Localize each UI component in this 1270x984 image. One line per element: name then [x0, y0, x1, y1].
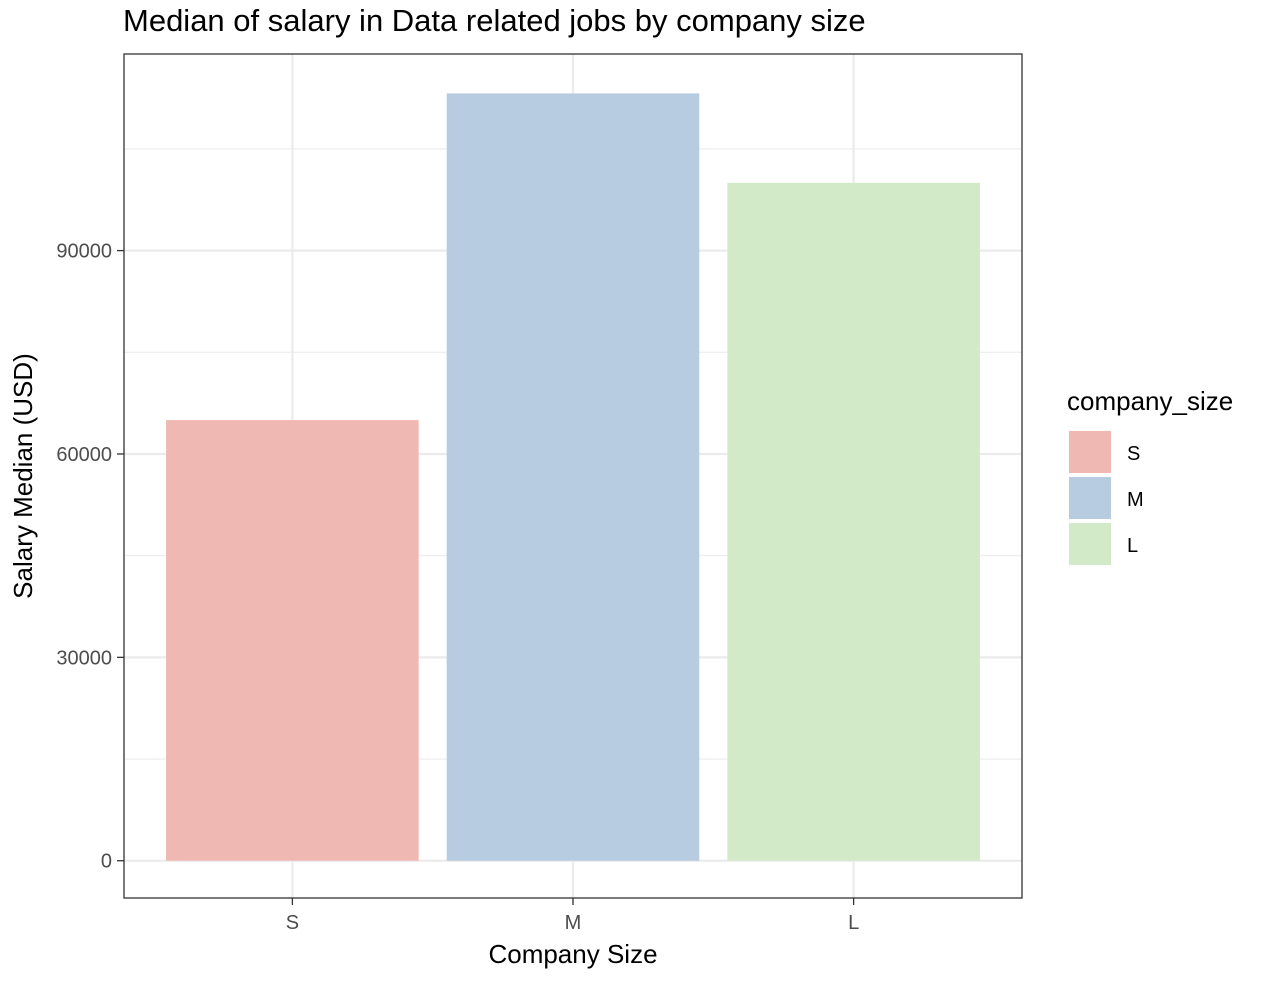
legend-label: M: [1127, 489, 1144, 511]
legend-swatch: [1069, 431, 1111, 473]
x-tick-label: L: [848, 912, 859, 934]
y-tick-label: 90000: [56, 241, 112, 263]
bar-s: [166, 420, 419, 861]
legend-label: S: [1127, 443, 1140, 465]
chart-title: Median of salary in Data related jobs by…: [123, 3, 866, 38]
x-tick-label: S: [286, 912, 299, 934]
y-axis-title: Salary Median (USD): [8, 353, 38, 599]
x-tick-label: M: [565, 912, 582, 934]
y-tick-label: 60000: [56, 444, 112, 466]
legend-items: S M L: [1069, 431, 1144, 565]
legend-title: company_size: [1067, 386, 1233, 416]
y-tick-label: 30000: [56, 647, 112, 669]
legend-swatch: [1069, 477, 1111, 519]
bar-m: [446, 93, 700, 861]
legend-swatch: [1069, 523, 1111, 565]
bars: [166, 93, 980, 861]
y-axis: 0 30000 60000 90000: [56, 241, 124, 873]
x-axis-title: Company Size: [488, 939, 657, 969]
bar-l: [727, 182, 980, 861]
legend: company_size S M L: [1067, 386, 1233, 565]
y-tick-label: 0: [101, 851, 112, 873]
legend-label: L: [1127, 535, 1138, 557]
